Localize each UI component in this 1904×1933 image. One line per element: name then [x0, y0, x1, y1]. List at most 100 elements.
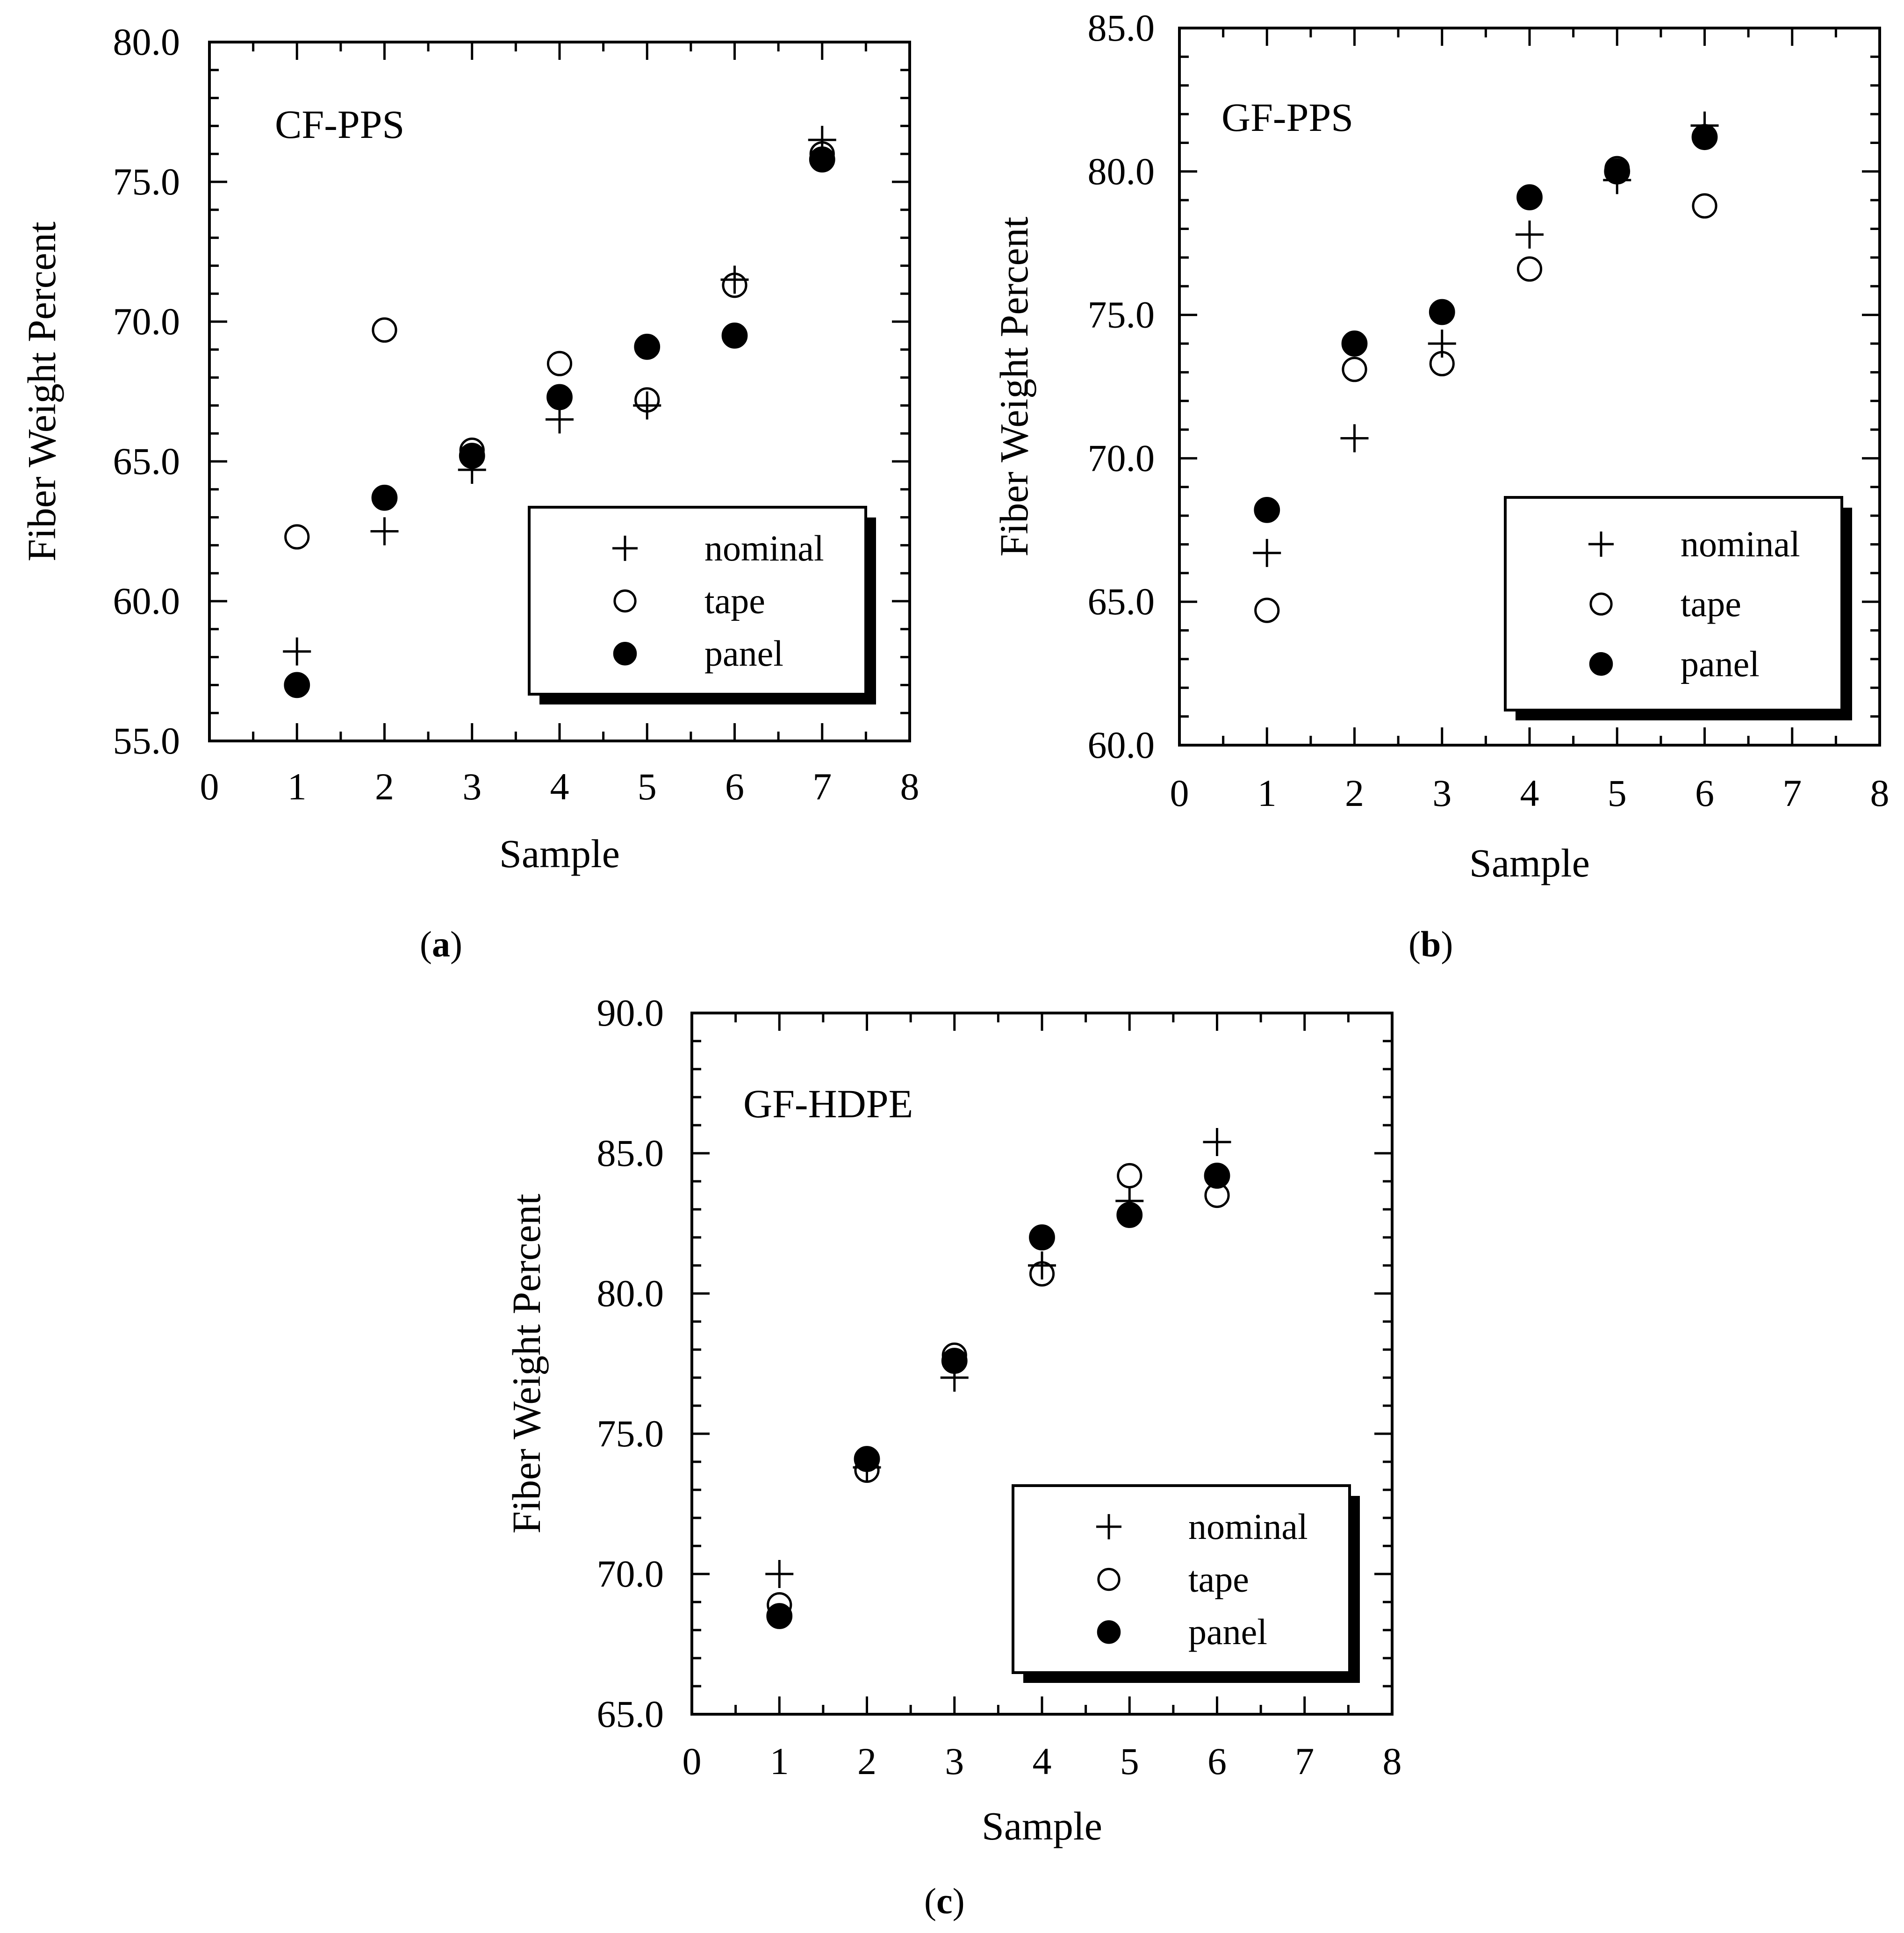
x-tick-label: 2	[857, 1740, 877, 1782]
x-tick-label: 7	[812, 765, 832, 808]
x-tick-label: 0	[200, 765, 219, 808]
data-point-panel	[634, 333, 661, 360]
x-tick-label: 8	[1870, 772, 1890, 814]
y-tick-label: 55.0	[113, 719, 180, 762]
legend-marker-panel	[1589, 652, 1613, 676]
legend-marker-tape	[1097, 1567, 1121, 1591]
y-tick-label: 70.0	[1088, 437, 1155, 479]
x-tick-label: 6	[725, 765, 744, 808]
data-point-panel	[371, 484, 398, 511]
x-tick-label: 8	[900, 765, 920, 808]
x-tick-label: 3	[945, 1740, 964, 1782]
data-point-panel	[1029, 1224, 1055, 1250]
data-point-nominal	[1428, 329, 1456, 358]
legend-label-nominal: nominal	[1681, 524, 1800, 564]
x-tick-label: 6	[1695, 772, 1714, 814]
data-point-panel	[809, 146, 835, 173]
y-tick-label: 75.0	[1088, 294, 1155, 336]
data-point-panel	[1204, 1163, 1230, 1189]
data-point-tape	[1029, 1261, 1055, 1287]
legend-label-nominal: nominal	[1188, 1506, 1308, 1547]
legend-box	[528, 506, 867, 696]
data-point-panel	[1341, 331, 1368, 357]
y-axis-label: Fiber Weight Percent	[504, 1193, 549, 1533]
y-tick-label: 65.0	[113, 440, 180, 482]
x-tick-label: 3	[462, 765, 481, 808]
y-tick-label: 90.0	[597, 992, 664, 1034]
data-point-panel	[1429, 299, 1455, 325]
y-tick-label: 65.0	[1088, 580, 1155, 623]
y-tick-label: 60.0	[113, 580, 180, 622]
legend-marker-nominal	[612, 535, 638, 561]
x-tick-label: 6	[1207, 1740, 1227, 1782]
x-tick-label: 5	[638, 765, 657, 808]
y-tick-label: 85.0	[1088, 7, 1155, 49]
legend-marker-panel	[1097, 1620, 1121, 1644]
y-tick-label: 80.0	[597, 1272, 664, 1315]
x-tick-label: 0	[683, 1740, 702, 1782]
legend-label-panel: panel	[1681, 643, 1760, 684]
data-point-panel	[546, 384, 573, 410]
data-point-panel	[766, 1603, 793, 1629]
data-point-tape	[1516, 256, 1543, 282]
data-point-panel	[1116, 1202, 1143, 1228]
data-point-nominal	[1028, 1251, 1056, 1279]
data-point-nominal	[370, 517, 399, 546]
y-tick-label: 85.0	[597, 1132, 664, 1174]
data-point-panel	[854, 1446, 880, 1472]
data-point-panel	[459, 443, 485, 469]
x-tick-label: 2	[1345, 772, 1364, 814]
y-tick-label: 70.0	[597, 1552, 664, 1595]
y-tick-label: 60.0	[1088, 724, 1155, 766]
legend-label-panel: panel	[1188, 1611, 1267, 1652]
legend-label-tape: tape	[1188, 1559, 1249, 1600]
x-tick-label: 2	[375, 765, 394, 808]
x-tick-label: 4	[1520, 772, 1539, 814]
x-tick-label: 4	[550, 765, 569, 808]
legend-label-tape: tape	[704, 581, 765, 621]
legend-marker-nominal	[1588, 531, 1614, 557]
data-point-panel	[1516, 184, 1543, 210]
data-point-tape	[722, 273, 747, 298]
caption-b: (b)	[1408, 924, 1453, 964]
data-point-nominal	[765, 1560, 794, 1588]
x-tick-label: 1	[1257, 772, 1277, 814]
legend-label-tape: tape	[1681, 583, 1741, 624]
chart-title: CF-PPS	[275, 102, 404, 147]
legend-box	[1012, 1484, 1351, 1674]
x-tick-label: 4	[1033, 1740, 1052, 1782]
data-point-tape	[1117, 1163, 1142, 1189]
data-point-tape	[372, 317, 397, 343]
chart-cf-pps: 55.0 60.0 65.0 70.0 75.0 80.0 0 1 2 3 4 5 6 7 8 Sample F…	[19, 21, 920, 876]
data-point-nominal	[1253, 539, 1281, 567]
data-point-panel	[1604, 158, 1631, 185]
chart-title: GF-HDPE	[743, 1081, 913, 1126]
data-point-tape	[1429, 351, 1455, 377]
chart-title: GF-PPS	[1221, 95, 1353, 140]
legend-marker-tape	[1589, 592, 1613, 616]
chart-gf-pps: 60.0 65.0 70.0 75.0 80.0 85.0 0 1 2 3 4 5 6 7 8 Sample F…	[992, 7, 1890, 885]
data-point-tape	[634, 387, 660, 413]
x-tick-label: 5	[1120, 1740, 1139, 1782]
x-tick-label: 1	[287, 765, 307, 808]
x-tick-label: 5	[1608, 772, 1627, 814]
caption-c: (c)	[924, 1881, 965, 1921]
x-tick-label: 7	[1295, 1740, 1314, 1782]
legend-marker-panel	[613, 641, 637, 666]
y-tick-label: 65.0	[597, 1693, 664, 1735]
data-point-nominal	[1203, 1128, 1231, 1156]
data-point-panel	[941, 1348, 968, 1374]
data-point-tape	[1342, 357, 1367, 382]
y-tick-label: 75.0	[597, 1412, 664, 1455]
x-tick-label: 0	[1170, 772, 1189, 814]
x-axis-label: Sample	[499, 831, 620, 876]
x-tick-label: 3	[1432, 772, 1451, 814]
y-axis-label: Fiber Weight Percent	[19, 222, 64, 561]
legend-marker-tape	[613, 589, 637, 613]
data-point-nominal	[1516, 220, 1544, 249]
data-point-tape	[1692, 193, 1717, 219]
caption-a: (a)	[420, 924, 462, 964]
data-point-tape	[546, 351, 573, 376]
data-point-nominal	[1340, 424, 1369, 453]
